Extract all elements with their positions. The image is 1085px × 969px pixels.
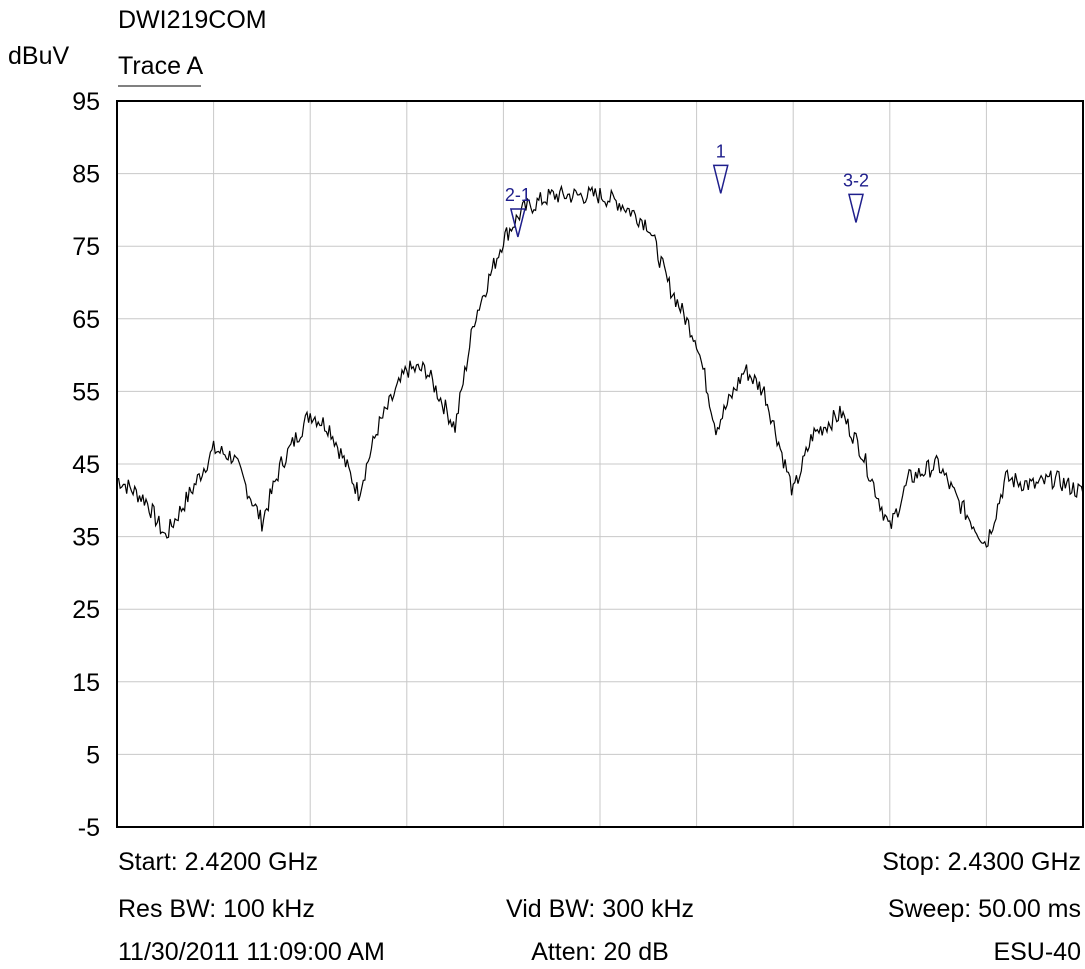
instrument-model: ESU-40	[993, 938, 1081, 966]
y-tick-label: 95	[72, 88, 100, 116]
y-tick-label: -5	[78, 814, 100, 842]
y-tick-label: 45	[72, 451, 100, 479]
marker-2-1-triangle	[509, 208, 526, 238]
y-tick-label: 35	[72, 524, 100, 552]
marker-1-triangle	[712, 164, 729, 194]
markers: 1 2-1 3-2	[505, 141, 869, 238]
y-tick-label: 85	[72, 161, 100, 189]
video-bandwidth: Vid BW: 300 kHz	[505, 895, 695, 923]
y-tick-labels: 95 85 75 65 55 45 35 25 15 5 -5	[72, 88, 100, 842]
marker-2-1-label: 2-1	[505, 185, 531, 205]
y-tick-label: 15	[72, 669, 100, 697]
resolution-bandwidth: Res BW: 100 kHz	[118, 895, 315, 923]
stop-frequency: Stop: 2.4300 GHz	[882, 848, 1081, 876]
marker-3-2-label: 3-2	[843, 170, 869, 190]
sweep-time: Sweep: 50.00 ms	[887, 895, 1081, 923]
plot-frame	[116, 100, 1084, 828]
trace-label: Trace A	[118, 52, 204, 80]
y-tick-label: 25	[72, 596, 100, 624]
grid	[117, 101, 1083, 827]
marker-1-label: 1	[716, 141, 726, 161]
timestamp: 11/30/2011 11:09:00 AM	[118, 938, 385, 966]
y-tick-label: 75	[72, 233, 100, 261]
chart-title: DWI219COM	[118, 6, 267, 34]
y-tick-label: 55	[72, 378, 100, 406]
y-tick-label: 65	[72, 306, 100, 334]
y-tick-label: 5	[86, 741, 100, 769]
marker-3-2-triangle	[848, 193, 864, 223]
trace-a-line	[116, 184, 1084, 548]
start-frequency: Start: 2.4200 GHz	[118, 848, 319, 876]
attenuation: Atten: 20 dB	[531, 938, 669, 966]
trace-a	[116, 184, 1084, 548]
y-unit-label: dBuV	[8, 42, 70, 70]
